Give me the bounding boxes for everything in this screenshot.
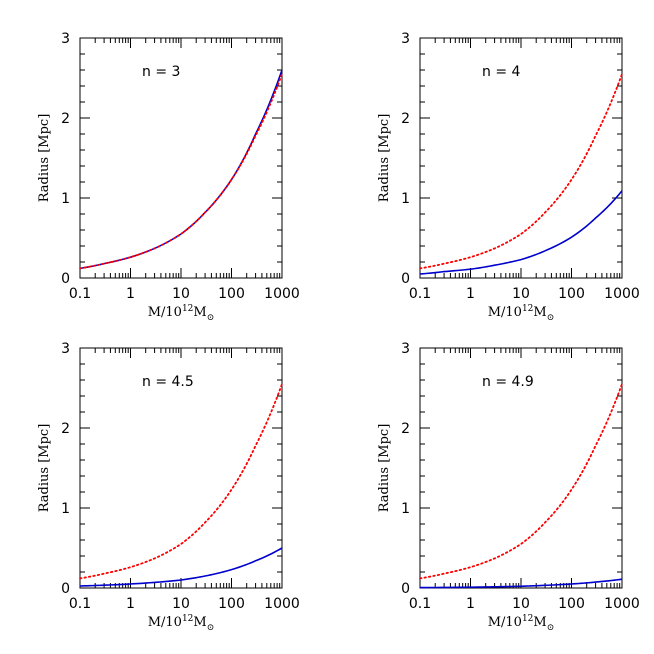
y-ticks (420, 347, 622, 589)
x-tick-label: 0.1 (409, 286, 431, 302)
x-tick-label: 0.1 (69, 286, 91, 302)
x-tick-label: 0.1 (69, 596, 91, 612)
y-tick-label: 3 (401, 31, 410, 47)
x-axis-label-main: M/10 (488, 305, 522, 320)
y-ticks (420, 37, 622, 279)
y-tick-label: 0 (401, 271, 410, 287)
x-tick-label: 1000 (604, 286, 640, 302)
x-axis-label-main: M/10 (148, 305, 182, 320)
x-tick-label: 1 (466, 596, 475, 612)
x-tick-label: 1 (466, 286, 475, 302)
x-tick-label: 100 (218, 596, 245, 612)
x-axis-label-exponent: 12 (182, 614, 193, 624)
panel-annotation: n = 4 (482, 64, 521, 80)
x-axis-label-base: M (533, 305, 546, 320)
y-axis-label: Radius [Mpc] (377, 114, 392, 203)
plot-frame (419, 37, 623, 279)
y-axis-label: Radius [Mpc] (37, 114, 52, 203)
y-tick-label: 3 (401, 341, 410, 357)
x-tick-label: 10 (172, 596, 190, 612)
x-ticks (79, 38, 281, 278)
x-tick-label: 100 (558, 286, 585, 302)
y-tick-label: 0 (401, 581, 410, 597)
y-ticks (80, 347, 282, 589)
x-axis-label-base: M (193, 615, 206, 630)
panel-annotation: n = 3 (142, 64, 180, 80)
x-tick-label: 10 (512, 596, 530, 612)
x-axis-label-subscript: ⊙ (547, 313, 555, 323)
x-axis-label: M/1012M⊙ (148, 304, 215, 323)
y-tick-label: 3 (61, 31, 70, 47)
y-ticks (80, 37, 282, 279)
dotted-series-line (79, 73, 283, 270)
x-axis-label-exponent: 12 (182, 304, 193, 314)
x-tick-label: 100 (558, 596, 585, 612)
y-tick-label: 2 (61, 111, 70, 127)
y-tick-label: 2 (401, 111, 410, 127)
y-tick-label: 0 (61, 271, 70, 287)
x-axis-label-base: M (533, 615, 546, 630)
y-tick-label: 1 (61, 501, 70, 517)
y-tick-label: 3 (61, 341, 70, 357)
plot-frame (79, 37, 283, 279)
x-axis-label-subscript: ⊙ (207, 313, 215, 323)
solid-series-line (79, 547, 283, 587)
x-tick-label: 1 (126, 596, 135, 612)
x-tick-label: 10 (512, 286, 530, 302)
dotted-series-line (419, 383, 623, 580)
x-tick-label: 1000 (264, 596, 300, 612)
y-tick-label: 2 (61, 421, 70, 437)
y-axis-label: Radius [Mpc] (377, 424, 392, 513)
x-tick-label: 1 (126, 286, 135, 302)
x-axis-label: M/1012M⊙ (488, 304, 555, 323)
dotted-series-line (79, 383, 283, 580)
solid-series-line (419, 190, 623, 275)
x-ticks (419, 348, 621, 588)
x-tick-label: 0.1 (409, 596, 431, 612)
panel-annotation: n = 4.5 (142, 374, 194, 390)
x-tick-label: 100 (218, 286, 245, 302)
x-axis-label-base: M (193, 305, 206, 320)
y-tick-label: 0 (61, 581, 70, 597)
y-tick-label: 1 (61, 191, 70, 207)
x-axis-label: M/1012M⊙ (488, 614, 555, 633)
panel-annotation: n = 4.9 (482, 374, 534, 390)
x-axis-label-subscript: ⊙ (207, 623, 215, 633)
x-tick-label: 10 (172, 286, 190, 302)
x-axis-label: M/1012M⊙ (148, 614, 215, 633)
x-ticks (419, 38, 621, 278)
x-axis-label-exponent: 12 (522, 614, 533, 624)
y-tick-label: 1 (401, 191, 410, 207)
x-axis-label-main: M/10 (488, 615, 522, 630)
y-axis-label: Radius [Mpc] (37, 424, 52, 513)
x-tick-label: 1000 (264, 286, 300, 302)
x-axis-label-exponent: 12 (522, 304, 533, 314)
y-tick-label: 2 (401, 421, 410, 437)
x-axis-label-main: M/10 (148, 615, 182, 630)
x-axis-label-subscript: ⊙ (547, 623, 555, 633)
y-tick-label: 1 (401, 501, 410, 517)
dotted-series-line (419, 73, 623, 270)
solid-series-line (79, 69, 283, 270)
solid-series-line (419, 578, 623, 589)
x-tick-label: 1000 (604, 596, 640, 612)
